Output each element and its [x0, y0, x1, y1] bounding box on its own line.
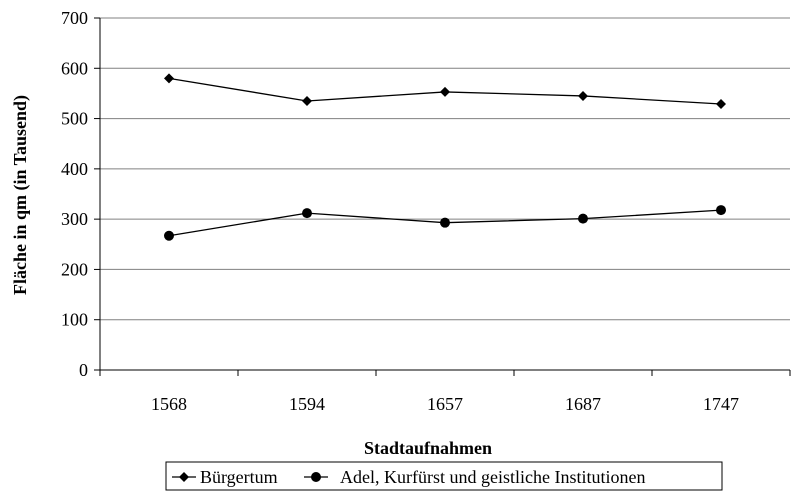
legend: Bürgertum Adel, Kurfürst und geistliche I…	[165, 461, 723, 491]
legend-item: Adel, Kurfürst und geistliche Institutio…	[304, 467, 645, 487]
series-lines	[164, 73, 726, 241]
x-tick-label: 1568	[151, 394, 187, 414]
y-tick-labels: 0 100 200 300 400 500 600 700	[61, 8, 88, 380]
x-tick-label: 1657	[427, 394, 463, 414]
circle-marker-icon	[311, 472, 321, 482]
x-tick-label: 1747	[703, 394, 739, 414]
legend-item: Bürgertum	[172, 467, 278, 487]
data-point	[716, 205, 726, 216]
diamond-marker-icon	[179, 472, 189, 482]
y-tick-label: 0	[79, 360, 88, 380]
data-point	[716, 98, 726, 109]
grid-lines	[100, 17, 790, 321]
data-point	[164, 73, 174, 84]
y-tick-label: 600	[61, 58, 88, 78]
data-point	[302, 95, 312, 106]
legend-label: Bürgertum	[200, 467, 278, 487]
x-tick-labels: 1568 1594 1657 1687 1747	[151, 394, 739, 414]
series-1	[164, 73, 726, 109]
y-tick-label: 200	[61, 259, 88, 279]
data-point	[440, 86, 450, 97]
legend-box	[165, 461, 723, 491]
data-point	[578, 90, 588, 101]
data-point	[164, 230, 174, 241]
y-tick-label: 100	[61, 310, 88, 330]
y-axis-title: Fläche in qm (in Tausend)	[10, 95, 31, 295]
data-point	[302, 208, 312, 219]
y-tick-label: 300	[61, 209, 88, 229]
y-tick-label: 500	[61, 109, 88, 129]
y-tick-label: 700	[61, 8, 88, 28]
data-point	[578, 213, 588, 224]
y-tick-label: 400	[61, 159, 88, 179]
legend-label: Adel, Kurfürst und geistliche Institutio…	[340, 467, 645, 487]
series-2	[164, 205, 726, 241]
axes	[94, 17, 791, 376]
x-axis-title: Stadtaufnahmen	[364, 438, 492, 458]
x-tick-label: 1594	[289, 394, 325, 414]
x-tick-label: 1687	[565, 394, 601, 414]
data-point	[440, 217, 450, 228]
